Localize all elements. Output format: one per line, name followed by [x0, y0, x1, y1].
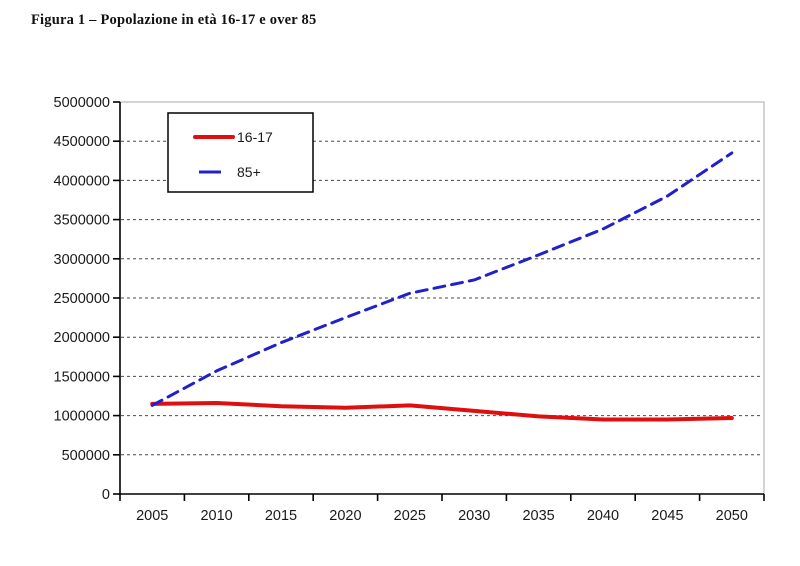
y-tick-label: 2000000 — [54, 330, 110, 346]
x-tick-label: 2045 — [651, 508, 683, 524]
figure-title: Figura 1 – Popolazione in età 16-17 e ov… — [31, 12, 317, 28]
x-axis-labels: 2005 2010 2015 2020 2025 2030 2035 2040 2045 2050 — [119, 494, 765, 524]
x-tick-label: 2010 — [200, 508, 232, 524]
legend-item-85-: 85+ — [199, 164, 261, 180]
x-tick-label: 2020 — [329, 508, 361, 524]
y-tick-label: 5000000 — [54, 95, 110, 111]
x-tick-label: 2005 — [136, 508, 168, 524]
y-tick-label: 1500000 — [54, 369, 110, 385]
y-tick-label: 1000000 — [54, 409, 110, 425]
gridlines — [121, 140, 763, 456]
y-axis-labels: 0 500000 1000000 1500000 2000000 2500000 30000… — [54, 95, 120, 503]
series-line-85- — [150, 151, 734, 407]
y-tick-label: 2500000 — [54, 291, 110, 307]
x-tick-label: 2030 — [458, 508, 490, 524]
y-tick-label: 0 — [102, 487, 110, 503]
legend: 16-17 85+ — [167, 112, 314, 193]
x-tick-label: 2040 — [587, 508, 619, 524]
series-line-16-17 — [150, 401, 734, 422]
x-tick-label: 2035 — [522, 508, 554, 524]
legend-box — [167, 112, 314, 193]
y-tick-label: 3500000 — [54, 213, 110, 229]
x-tick-label: 2015 — [265, 508, 297, 524]
y-tick-label: 3000000 — [54, 252, 110, 268]
legend-item-16-17: 16-17 — [193, 129, 273, 145]
x-tick-label: 2025 — [394, 508, 426, 524]
y-tick-label: 500000 — [62, 448, 110, 464]
legend-label: 85+ — [237, 164, 261, 180]
y-tick-label: 4500000 — [54, 134, 110, 150]
y-tick-label: 4000000 — [54, 173, 110, 189]
x-tick-label: 2050 — [716, 508, 748, 524]
legend-label: 16-17 — [237, 129, 273, 145]
